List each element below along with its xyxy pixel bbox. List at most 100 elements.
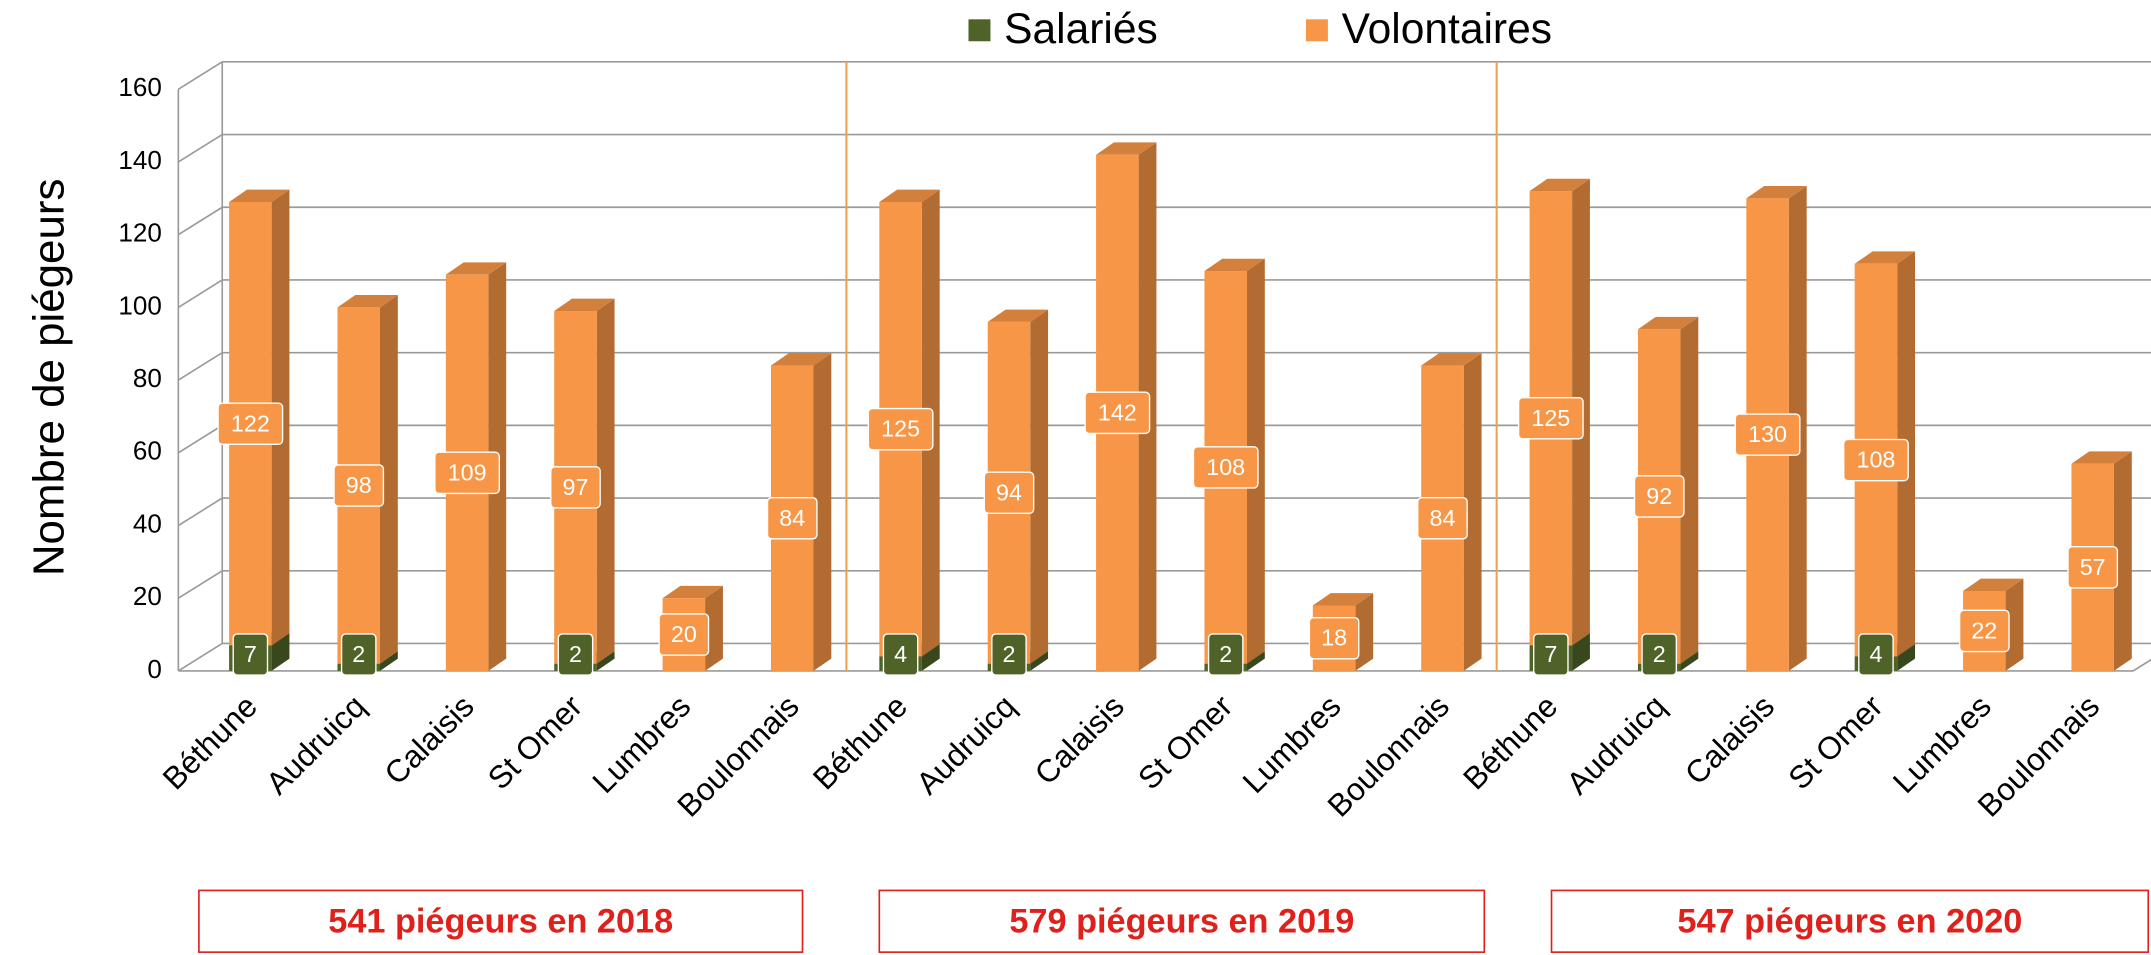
- bar-side: [1680, 316, 1699, 664]
- data-label: 22: [1971, 617, 1997, 643]
- y-tick-label: 60: [133, 436, 162, 466]
- data-label-group: 142: [1084, 391, 1151, 435]
- bar-top: [1854, 251, 1916, 264]
- x-tick-label: Béthune: [155, 688, 264, 797]
- data-label-group: 92: [1633, 475, 1685, 518]
- bar-top: [1637, 316, 1699, 330]
- data-label-box: [983, 471, 1035, 515]
- data-label-box: [434, 451, 501, 495]
- bar-side: [813, 353, 832, 671]
- data-label-group: 4: [882, 633, 919, 676]
- x-tick-label: Lumbres: [585, 688, 697, 800]
- data-label-group: 94: [983, 471, 1035, 515]
- bar-top: [337, 295, 398, 308]
- y-tick-label: 100: [118, 290, 161, 320]
- tick-line: [177, 351, 223, 381]
- data-label: 18: [1321, 625, 1347, 651]
- tick-line: [177, 279, 223, 309]
- data-label: 4: [894, 641, 907, 667]
- data-label: 2: [1653, 641, 1666, 667]
- bar-side: [1897, 644, 1916, 671]
- bar-top: [879, 189, 940, 202]
- x-tick-label: Calaisis: [1027, 688, 1131, 792]
- y-tick-label: 40: [133, 508, 162, 538]
- data-label: 84: [1429, 505, 1455, 531]
- y-tick-label: 80: [133, 363, 162, 393]
- data-label-group: 84: [1417, 496, 1468, 540]
- data-label-box: [1858, 633, 1894, 676]
- data-label-group: 2: [340, 633, 377, 676]
- data-label: 125: [1531, 405, 1570, 431]
- x-tick-label: Calaisis: [377, 688, 481, 792]
- legend-swatch: [1305, 19, 1328, 42]
- x-tick-label: St Omer: [1781, 688, 1890, 797]
- y-tick-label: 120: [118, 218, 161, 248]
- bar-top: [662, 585, 723, 599]
- data-label-box: [557, 633, 594, 676]
- bar-top: [229, 189, 290, 202]
- data-label: 2: [352, 641, 365, 667]
- data-label-box: [1958, 609, 2010, 653]
- bar-top: [554, 298, 615, 312]
- bar-top: [1529, 178, 1590, 192]
- x-tick-label: Lumbres: [1886, 688, 1998, 800]
- y-axis-label: Nombre de piégeurs: [25, 179, 74, 577]
- data-label: 125: [881, 416, 920, 442]
- data-label-group: 2: [1641, 633, 1678, 676]
- bar-side: [2113, 451, 2132, 671]
- data-label: 122: [231, 410, 270, 436]
- data-label-box: [1084, 391, 1151, 435]
- data-label-group: 4: [1858, 633, 1894, 676]
- y-tick-label: 0: [147, 654, 162, 684]
- x-tick-label: Lumbres: [1235, 688, 1347, 800]
- data-label-group: 20: [658, 613, 710, 656]
- x-tick-label: Calaisis: [1678, 688, 1782, 792]
- data-label-group: 108: [1843, 438, 1909, 482]
- data-label: 2: [1219, 641, 1232, 667]
- tick-line: [177, 133, 223, 163]
- tick-line: [177, 642, 223, 672]
- annotation: 579 piégeurs en 2019: [1009, 902, 1354, 940]
- legend-label: Salariés: [1004, 6, 1158, 53]
- data-label-group: 22: [1958, 609, 2010, 653]
- data-label-group: 97: [550, 466, 601, 509]
- x-tick-label: Audruicq: [1559, 688, 1673, 802]
- bar-top: [445, 262, 507, 275]
- data-label-box: [1843, 438, 1909, 482]
- data-label-group: 122: [217, 402, 284, 445]
- tick-line: [177, 497, 223, 527]
- bar-top: [1963, 578, 2024, 591]
- tick-line: [177, 424, 223, 454]
- data-label: 130: [1748, 421, 1787, 447]
- legend-label: Volontaires: [1342, 6, 1552, 53]
- x-tick-label: Audruicq: [259, 688, 373, 802]
- floor-line: [2132, 658, 2151, 672]
- tick-line: [177, 570, 223, 599]
- bar-top: [1421, 353, 1482, 366]
- bar-side: [1030, 309, 1049, 664]
- data-label-box: [1517, 397, 1584, 440]
- data-label-group: 98: [333, 464, 385, 507]
- data-label: 2: [569, 641, 582, 667]
- data-label-group: 7: [1532, 633, 1569, 676]
- data-label-group: 108: [1192, 446, 1259, 489]
- data-label-group: 130: [1734, 413, 1801, 456]
- data-label-group: 2: [557, 633, 594, 676]
- y-tick-label: 20: [133, 581, 162, 611]
- data-label-box: [1308, 616, 1360, 660]
- y-tick-label: 140: [118, 145, 161, 175]
- data-label-box: [882, 633, 919, 676]
- data-label-box: [217, 402, 284, 445]
- annotation-box: [1550, 889, 2150, 953]
- data-label-box: [333, 464, 385, 507]
- y-tick-label: 160: [118, 72, 161, 102]
- bar-top: [1312, 593, 1374, 606]
- data-label-group: 2: [1207, 633, 1244, 676]
- x-tick-label: Béthune: [1456, 688, 1565, 797]
- data-label: 97: [563, 474, 589, 500]
- bar-side: [1463, 353, 1482, 671]
- bar-top: [1204, 258, 1265, 272]
- data-label: 4: [1869, 641, 1882, 667]
- data-label: 109: [448, 459, 487, 485]
